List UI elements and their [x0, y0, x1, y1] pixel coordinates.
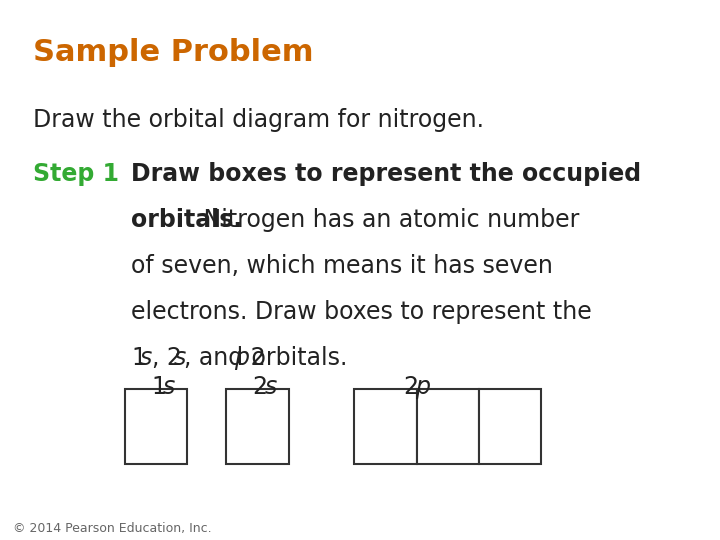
Text: Draw boxes to represent the occupied: Draw boxes to represent the occupied	[131, 162, 642, 186]
Text: Step 1: Step 1	[33, 162, 119, 186]
Text: orbitals.: orbitals.	[131, 208, 243, 232]
FancyBboxPatch shape	[479, 389, 541, 464]
Text: , and 2: , and 2	[184, 346, 266, 369]
FancyBboxPatch shape	[125, 389, 187, 464]
Text: s: s	[140, 346, 152, 369]
Text: s: s	[163, 375, 175, 399]
Text: s: s	[264, 375, 276, 399]
Text: 2: 2	[253, 375, 268, 399]
Text: Nitrogen has an atomic number: Nitrogen has an atomic number	[196, 208, 579, 232]
FancyBboxPatch shape	[417, 389, 479, 464]
Text: Sample Problem: Sample Problem	[33, 38, 313, 67]
Text: © 2014 Pearson Education, Inc.: © 2014 Pearson Education, Inc.	[13, 522, 212, 535]
Text: electrons. Draw boxes to represent the: electrons. Draw boxes to represent the	[131, 300, 592, 323]
FancyBboxPatch shape	[354, 389, 417, 464]
Text: 2: 2	[404, 375, 418, 399]
Text: p: p	[415, 375, 431, 399]
Text: s: s	[174, 346, 186, 369]
Text: , 2: , 2	[152, 346, 181, 369]
Text: of seven, which means it has seven: of seven, which means it has seven	[131, 254, 553, 278]
Text: p: p	[233, 346, 248, 369]
FancyBboxPatch shape	[226, 389, 289, 464]
Text: 1: 1	[131, 346, 146, 369]
Text: Draw the orbital diagram for nitrogen.: Draw the orbital diagram for nitrogen.	[33, 108, 484, 132]
Text: 1: 1	[151, 375, 166, 399]
Text: orbitals.: orbitals.	[244, 346, 348, 369]
